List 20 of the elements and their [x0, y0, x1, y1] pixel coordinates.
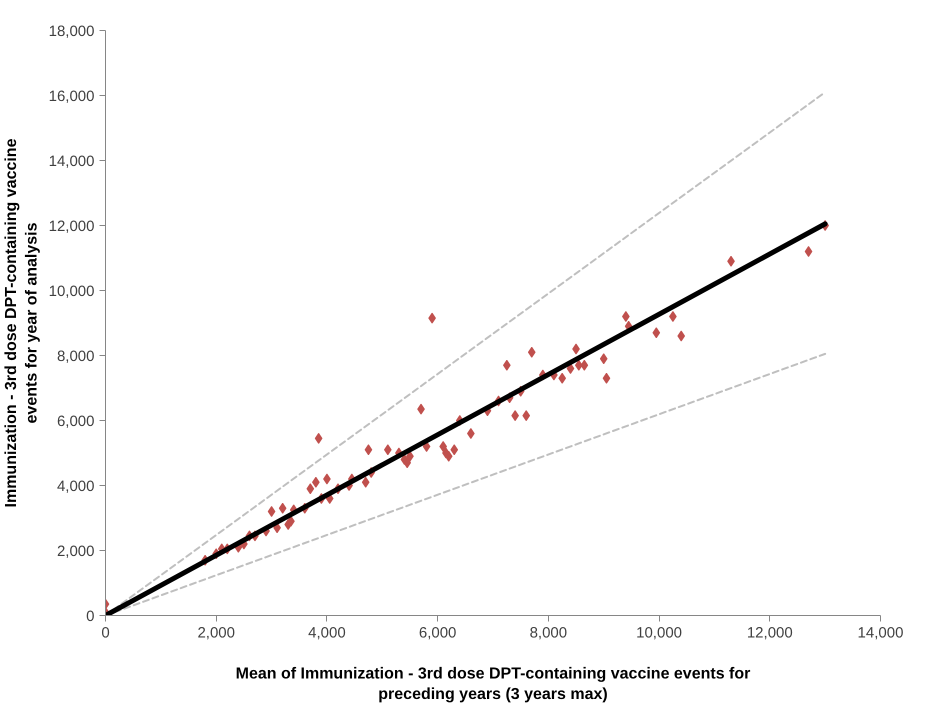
y-tick-label: 6,000 [56, 413, 95, 430]
x-tick-label: 12,000 [746, 624, 793, 642]
y-tick-label: 14,000 [48, 153, 95, 170]
y-tick-label: 2,000 [56, 543, 95, 560]
y-tick-label: 18,000 [48, 23, 95, 40]
x-axis-title: Mean of Immunization - 3rd dose DPT-containing vaccine events for preceding years (3 years max) [236, 666, 750, 703]
y-axis-title: Immunization - 3rd dose DPT-containing vaccine events for year of analysis [3, 138, 41, 508]
x-tick-label: 4,000 [308, 624, 346, 642]
x-tick-label: 0 [101, 624, 110, 642]
y-tick-label: 10,000 [48, 283, 95, 300]
x-tick-label: 2,000 [197, 624, 235, 642]
y-tick-label: 4,000 [56, 478, 95, 495]
x-tick-label: 14,000 [858, 624, 904, 642]
y-tick-label: 16,000 [48, 88, 95, 105]
x-tick-label: 10,000 [636, 624, 682, 642]
y-tick-label: 12,000 [48, 218, 95, 235]
y-tick-label: 0 [86, 608, 94, 625]
x-tick-label: 6,000 [418, 624, 456, 642]
y-tick-label: 8,000 [56, 348, 95, 365]
x-tick-label: 8,000 [530, 624, 568, 642]
